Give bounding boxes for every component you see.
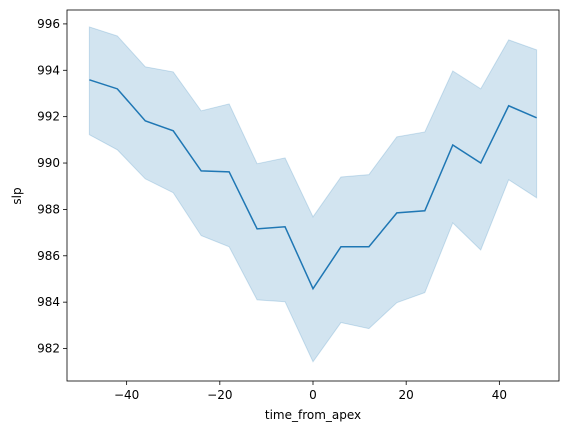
line xyxy=(89,79,537,291)
y-tick-label: 984 xyxy=(37,295,60,309)
x-tick-label: 20 xyxy=(399,388,414,402)
y-tick-label: 988 xyxy=(37,202,60,216)
y-tick-label: 986 xyxy=(37,249,60,263)
x-tick-label: 0 xyxy=(309,388,317,402)
y-tick-label: 982 xyxy=(37,342,60,356)
y-tick-label: 994 xyxy=(37,63,60,77)
plot-frame xyxy=(66,9,560,382)
x-tick-label: 40 xyxy=(492,388,507,402)
x-axis-label: time_from_apex xyxy=(265,408,361,422)
y-tick-label: 992 xyxy=(37,110,60,124)
plot-area: 982 984 986 988 990 992 994 996 −40 −20 0 20 40 xyxy=(37,9,560,402)
x-tick-label: −40 xyxy=(114,388,139,402)
y-axis-label: slp xyxy=(10,187,24,204)
x-tick-label: −20 xyxy=(207,388,232,402)
y-tick-label: 996 xyxy=(37,17,60,31)
y-tick-label: 990 xyxy=(37,156,60,170)
confidence-band xyxy=(88,26,538,363)
